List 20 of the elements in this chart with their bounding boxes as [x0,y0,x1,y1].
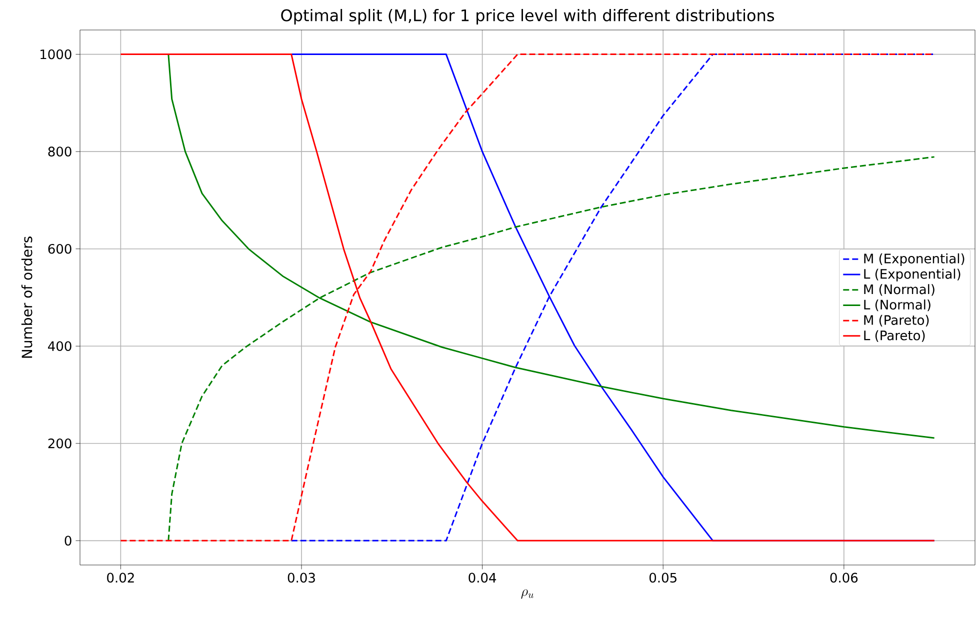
y-tick-label: 1000 [40,49,72,60]
y-tick-label: 200 [48,438,72,448]
y-axis-title: Number of orders [21,236,32,358]
y-tick-label: 600 [48,244,72,254]
x-axis-title: $\rho_u$ [521,589,534,599]
y-tick-label: 0 [64,536,72,546]
x-tick-label: 0.04 [468,572,496,583]
legend-label: M (Exponential) [864,253,964,266]
legend-label: L (Exponential) [864,268,960,282]
x-tick-label: 0.06 [830,572,858,583]
legend-label: L (Normal) [864,300,930,312]
y-tick-label: 400 [48,341,72,352]
y-tick-label: 800 [48,146,72,157]
x-tick-label: 0.03 [288,572,315,583]
x-tick-label: 0.02 [107,572,134,583]
legend-label: M (Pareto) [864,314,929,326]
x-tick-label: 0.05 [650,572,676,583]
chart-title: Optimal split (M,L) for 1 price level with different distributions [281,8,774,24]
legend-label: M (Normal) [864,284,934,296]
legend-label: L (Pareto) [864,330,925,342]
